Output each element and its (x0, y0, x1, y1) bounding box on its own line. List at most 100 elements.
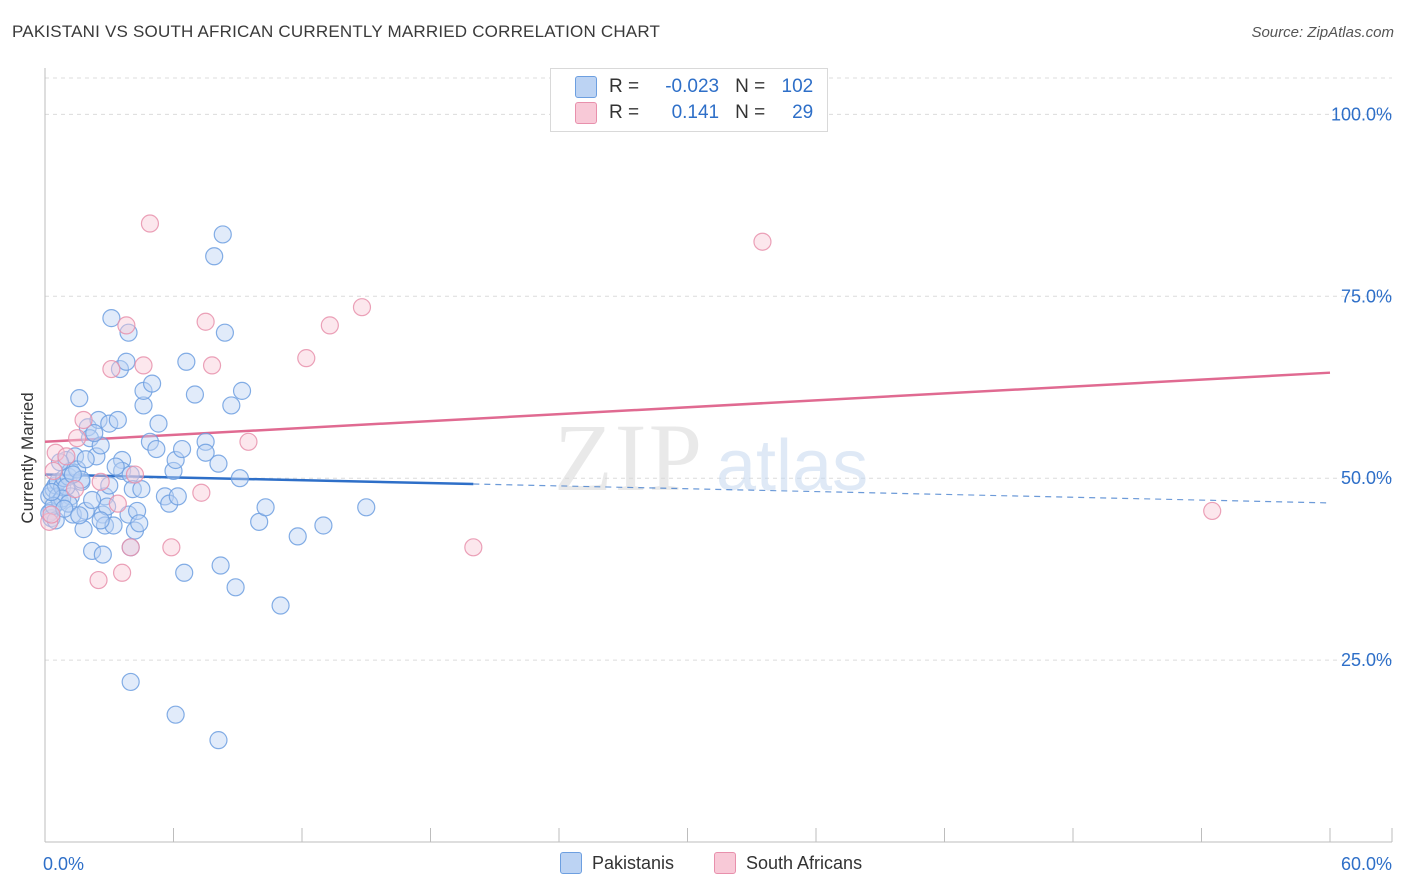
point-south-african (320, 316, 339, 335)
point-south-african (192, 483, 211, 502)
point-south-african (91, 472, 110, 491)
point-south-african (42, 505, 61, 524)
point-pakistani (130, 514, 149, 533)
point-south-african (464, 538, 483, 557)
point-south-african (40, 512, 59, 531)
gridlines (45, 77, 1392, 661)
point-pakistani (232, 381, 252, 400)
y-tick-label: 100.0% (1331, 104, 1392, 124)
x-tick-label: 60.0% (1341, 854, 1392, 874)
point-pakistani (256, 498, 275, 517)
point-pakistani (83, 490, 102, 510)
point-pakistani (185, 385, 205, 404)
point-south-african (74, 410, 93, 430)
point-pakistani (271, 596, 290, 615)
point-pakistani (226, 578, 245, 597)
legend-n-label: N = (735, 102, 766, 123)
watermark-zip: ZIP (554, 404, 704, 511)
point-pakistani (121, 465, 140, 484)
series-legend-pakistanis[interactable]: Pakistanis (560, 852, 674, 874)
point-pakistani (205, 247, 224, 266)
source-label: Source: ZipAtlas.com (1251, 24, 1394, 41)
point-pakistani (215, 323, 234, 342)
point-pakistani (164, 461, 183, 481)
point-south-african (140, 214, 160, 233)
trend-lines (44, 371, 1331, 504)
tick-labels: 25.0% 50.0% 75.0% 100.0% 0.0% 60.0% (43, 104, 1392, 874)
point-pakistani (72, 470, 91, 489)
point-pakistani (175, 563, 194, 582)
series-legend-south-africans[interactable]: South Africans (714, 852, 862, 874)
y-tick-label: 25.0% (1341, 650, 1392, 670)
point-south-african (134, 356, 153, 375)
point-south-african (89, 570, 108, 590)
point-south-african (196, 312, 215, 331)
watermark-atlas: atlas (716, 426, 868, 506)
point-pakistani (102, 309, 121, 328)
point-pakistani (288, 527, 307, 546)
point-pakistani (209, 731, 228, 750)
point-pakistani (149, 414, 168, 433)
y-tick-label: 75.0% (1341, 286, 1392, 306)
y-axis-label: Currently Married (18, 392, 37, 524)
axes (44, 68, 1393, 843)
legend-n-value: 29 (792, 102, 814, 123)
point-south-african (112, 563, 132, 582)
point-pakistani (134, 396, 153, 415)
point-south-african (57, 447, 76, 466)
point-pakistani (142, 374, 162, 393)
legend-swatch-south-africans (575, 102, 597, 124)
legend-swatch-pakistanis (575, 76, 597, 98)
point-pakistani (119, 323, 138, 342)
point-pakistani (211, 556, 230, 575)
point-pakistani (108, 410, 127, 430)
point-south-african (102, 359, 121, 379)
trend-line-south-africans (44, 371, 1331, 444)
point-south-african (753, 232, 772, 251)
point-south-african (44, 461, 63, 481)
watermark: ZIP atlas (554, 404, 868, 511)
point-pakistani (177, 352, 196, 371)
data-points (40, 214, 1222, 750)
point-south-african (352, 298, 372, 317)
point-pakistani (166, 705, 185, 724)
legend-r-value: -0.023 (665, 76, 720, 97)
point-pakistani (70, 389, 89, 408)
point-pakistani (168, 487, 187, 506)
point-pakistani (147, 439, 166, 459)
point-pakistani (87, 447, 106, 466)
point-south-african (121, 538, 140, 557)
point-south-african (125, 465, 145, 484)
point-pakistani (121, 672, 140, 692)
point-south-african (108, 494, 127, 513)
point-pakistani (85, 423, 104, 443)
x-tick-label: 0.0% (43, 854, 84, 874)
legend-row-south-africans: R = 0.141 N = 29 (575, 101, 813, 125)
point-pakistani (172, 439, 192, 459)
chart-title: PAKISTANI VS SOUTH AFRICAN CURRENTLY MAR… (12, 22, 661, 41)
point-south-african (297, 349, 316, 368)
legend-r-label: R = (609, 102, 640, 123)
point-pakistani (230, 469, 249, 488)
series-swatch-south-africans (714, 852, 736, 874)
point-pakistani (196, 443, 215, 462)
point-pakistani (112, 450, 132, 470)
point-pakistani (117, 352, 136, 371)
point-south-african (162, 538, 181, 557)
legend-n-value: 102 (781, 76, 814, 97)
series-swatch-pakistanis (560, 852, 582, 874)
point-pakistani (70, 506, 89, 525)
point-pakistani (213, 225, 232, 244)
point-south-african (239, 432, 258, 451)
series-label-south-africans: South Africans (746, 852, 863, 873)
point-pakistani (76, 450, 95, 469)
point-pakistani (91, 511, 110, 530)
point-pakistani (140, 432, 160, 451)
point-south-african (117, 316, 136, 335)
point-pakistani (63, 465, 82, 484)
point-pakistani (357, 498, 376, 517)
y-tick-label: 50.0% (1341, 468, 1392, 488)
point-pakistani (106, 457, 125, 476)
point-pakistani (209, 454, 228, 473)
point-south-african (202, 356, 222, 375)
